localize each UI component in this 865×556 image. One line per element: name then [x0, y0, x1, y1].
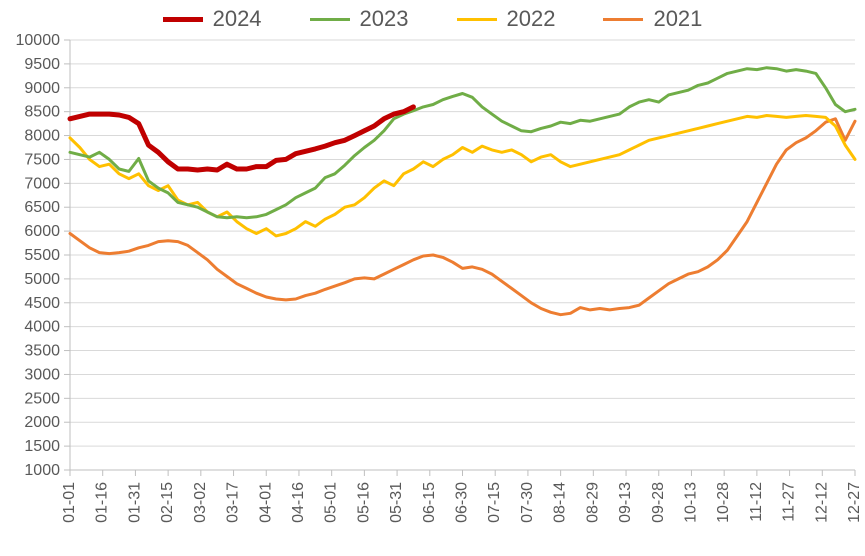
svg-text:5500: 5500 — [24, 247, 60, 264]
svg-text:1500: 1500 — [24, 438, 60, 455]
chart-legend: 2024 2023 2022 2021 — [0, 6, 865, 32]
legend-label: 2023 — [360, 6, 409, 32]
x-tick-label: 10-28 — [715, 482, 732, 523]
svg-text:2500: 2500 — [24, 390, 60, 407]
svg-text:9000: 9000 — [24, 80, 60, 97]
x-tick-label: 05-31 — [388, 482, 405, 523]
x-tick-label: 04-01 — [257, 482, 274, 523]
legend-item-2024: 2024 — [163, 6, 262, 32]
x-tick-label: 11-27 — [781, 482, 798, 522]
legend-swatch — [603, 18, 643, 21]
svg-text:8500: 8500 — [24, 104, 60, 121]
svg-text:4000: 4000 — [24, 319, 60, 336]
svg-text:6000: 6000 — [24, 223, 60, 240]
svg-text:3500: 3500 — [24, 343, 60, 360]
chart-canvas: 1000 1500 2000 2500 3000 3500 4000 4500 5000 5500… — [0, 0, 865, 556]
legend-swatch — [457, 18, 497, 21]
x-tick-label: 01-01 — [61, 482, 78, 523]
x-tick-label: 05-16 — [355, 482, 372, 523]
legend-label: 2022 — [507, 6, 556, 32]
svg-text:6500: 6500 — [24, 199, 60, 216]
svg-text:9500: 9500 — [24, 56, 60, 73]
x-tick-label: 10-13 — [682, 482, 699, 523]
legend-swatch — [163, 17, 203, 22]
x-tick-label: 07-30 — [519, 482, 536, 523]
svg-text:10000: 10000 — [16, 32, 61, 49]
series-2022 — [70, 116, 855, 236]
legend-item-2022: 2022 — [457, 6, 556, 32]
series-2023 — [70, 68, 855, 218]
svg-text:4500: 4500 — [24, 295, 60, 312]
x-tick-label: 09-28 — [650, 482, 667, 523]
svg-text:7500: 7500 — [24, 151, 60, 168]
legend-swatch — [310, 18, 350, 21]
x-tick-label: 03-02 — [192, 482, 209, 523]
x-tick-label: 03-17 — [225, 482, 242, 523]
legend-item-2021: 2021 — [603, 6, 702, 32]
x-tick-label: 04-16 — [290, 482, 307, 523]
x-tick-label: 09-13 — [617, 482, 634, 523]
legend-label: 2021 — [653, 6, 702, 32]
x-tick-label: 11-12 — [748, 482, 765, 522]
legend-item-2023: 2023 — [310, 6, 409, 32]
x-tick-label: 01-31 — [126, 482, 143, 523]
x-tick-label: 08-14 — [552, 482, 569, 523]
x-tick-label: 02-15 — [159, 482, 176, 523]
x-tick-label: 01-16 — [94, 482, 111, 523]
x-tick-label: 08-29 — [584, 482, 601, 523]
series-2024 — [70, 107, 413, 170]
x-tick-label: 06-15 — [421, 482, 438, 523]
svg-text:3000: 3000 — [24, 366, 60, 383]
legend-label: 2024 — [213, 6, 262, 32]
x-tick-label: 07-15 — [486, 482, 503, 523]
svg-text:5000: 5000 — [24, 271, 60, 288]
x-tick-label: 06-30 — [454, 482, 471, 523]
svg-text:8000: 8000 — [24, 128, 60, 145]
x-tick-label: 12-27 — [846, 482, 863, 523]
svg-text:2000: 2000 — [24, 414, 60, 431]
line-chart: 2024 2023 2022 2021 1000 1500 2000 2500 3000 350… — [0, 0, 865, 556]
x-tick-label: 12-12 — [813, 482, 830, 523]
svg-text:7000: 7000 — [24, 175, 60, 192]
x-tick-label: 05-01 — [323, 482, 340, 523]
svg-text:1000: 1000 — [24, 462, 60, 479]
